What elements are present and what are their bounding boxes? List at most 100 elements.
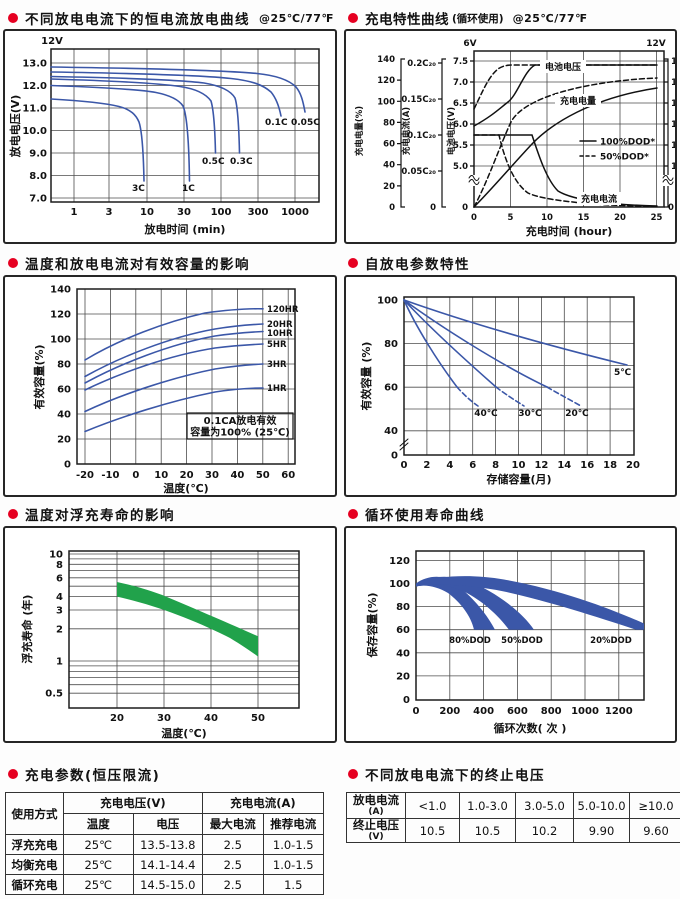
tick-label: 18 — [603, 460, 617, 471]
curve-charged-capacity-50dod — [473, 77, 658, 208]
legend: 100%DOD* 50%DOD* — [579, 138, 655, 163]
curve-5C — [403, 299, 628, 366]
axis-battery-voltage — [470, 60, 474, 167]
voltage-cell: 13.5-13.8 — [132, 834, 203, 855]
tick-label: 0.05C₂₀ — [401, 167, 436, 177]
tick-label: 200 — [439, 706, 460, 717]
annotation-box: 0.1CA放电有效 容量为100% (25℃) — [186, 412, 294, 440]
table-header-voltage-group: 充电电压(V) — [63, 792, 203, 814]
tick-label: 4 — [56, 592, 63, 603]
red-bullet-icon — [348, 509, 358, 519]
float-life-chart: 10 8 6 4 3 2 1 0.5 20 30 40 50 温度(℃) 浮充寿… — [20, 550, 300, 740]
current-range-cell: 1.0-3.0 — [459, 792, 516, 819]
tick-label: 60 — [396, 625, 410, 636]
tick-label: 10.0 — [22, 126, 47, 137]
current-range-cell: 3.0-5.0 — [515, 792, 574, 819]
tick-label: 40 — [230, 470, 244, 481]
curve-5HR — [84, 343, 264, 391]
curve-1C — [50, 84, 191, 182]
capacity-vs-temperature-chart: 140 120 100 80 60 40 20 0 -20 -10 0 10 2… — [32, 285, 299, 496]
gridlines — [69, 551, 299, 708]
tick-label: 7.5 — [453, 57, 468, 67]
usage-cell: 循环充电 — [5, 874, 64, 895]
table-row: 均衡充电 25℃ 14.1-14.4 2.5 1.0-1.5 — [5, 854, 324, 875]
band-20dod — [416, 576, 644, 630]
float-life-band — [117, 582, 258, 657]
series-label: 5HR — [267, 340, 287, 350]
series-label: 30℃ — [518, 409, 542, 419]
x-axis-title: 存储容量(月) — [486, 472, 551, 486]
red-bullet-icon — [348, 13, 358, 23]
tick-label: 140 — [50, 285, 71, 296]
usage-cell: 浮充充电 — [5, 834, 64, 855]
x-axis-title: 放电时间 (min) — [144, 222, 226, 236]
heading-condition: @25℃/77℉ — [512, 11, 588, 25]
header-unit: (A) — [368, 806, 384, 817]
axis-12v — [664, 58, 669, 208]
tick-label: 0 — [471, 213, 477, 223]
chart-panel-capacity-vs-temperature: 140 120 100 80 60 40 20 0 -20 -10 0 10 2… — [3, 275, 337, 497]
tick-label: 6.5 — [453, 99, 468, 109]
curve-20C-dashed — [546, 386, 582, 407]
tick-label: 20 — [57, 435, 71, 446]
tick-label: 40 — [384, 426, 398, 437]
legend-label: 50%DOD* — [600, 153, 649, 163]
plot-border — [403, 296, 635, 456]
tick-label: 50 — [256, 470, 270, 481]
curve-battery-voltage-50dod — [473, 64, 658, 110]
tick-label: 100 — [389, 579, 410, 590]
current-range-cell: 5.0-10.0 — [573, 792, 630, 819]
temp-cell: 25℃ — [63, 854, 134, 875]
tick-label: 100 — [50, 335, 71, 346]
tick-label: 50 — [251, 713, 265, 724]
tick-label: 100 — [377, 97, 395, 107]
tick-label: 25 — [651, 213, 663, 223]
y-axis-title: 放电电压(V) — [8, 95, 22, 159]
tick-label: -10 — [101, 470, 119, 481]
tick-label: 0 — [413, 706, 420, 717]
y-axis-title: 有效容量(%) — [32, 344, 46, 409]
tick-label: 13 — [671, 99, 675, 109]
band-label: 80%DOD — [449, 636, 491, 646]
tick-label: 20 — [396, 671, 410, 682]
temp-cell: 25℃ — [63, 874, 134, 895]
tick-label: 5.0 — [453, 162, 468, 172]
heading-condition: @25℃/77℉ — [259, 11, 334, 25]
tick-label: 0.5 — [45, 689, 63, 700]
tick-label: 60 — [281, 470, 295, 481]
max-current-cell: 2.5 — [202, 834, 264, 855]
tick-label: 20 — [383, 182, 395, 192]
tick-label: 0.15C₂₀ — [401, 95, 436, 105]
annotation-line: 容量为100% (25℃) — [189, 426, 290, 439]
tick-label: 6.0 — [453, 120, 468, 130]
x-axis-title: 温度(℃) — [161, 726, 206, 740]
axis-break-icon — [468, 175, 674, 186]
curve-20HR — [84, 323, 264, 378]
y-axis-title: 保存容量(%) — [365, 592, 379, 658]
band-80dod — [416, 576, 495, 630]
tick-label: -20 — [76, 470, 94, 481]
label-bg — [540, 60, 586, 73]
tick-label: 40 — [57, 410, 71, 421]
tick-label: 5.5 — [453, 141, 468, 151]
heading-cutoff-voltage: 不同放电电流下的终止电压 — [348, 764, 545, 784]
heading-text: 充电特性曲线 — [365, 12, 449, 28]
tick-label: 1000 — [281, 207, 309, 218]
tick-label: 120 — [50, 310, 71, 321]
gridlines — [474, 51, 664, 207]
voltage-cell: 10.5 — [405, 818, 460, 843]
tick-label: 0.2C₂₀ — [407, 59, 436, 69]
chart-panel-charge-characteristics: 140 120 100 80 60 40 20 0 充电电量(%) 0.2C₂₀… — [344, 29, 677, 244]
curve-40C-solid — [403, 299, 458, 388]
red-bullet-icon — [8, 509, 18, 519]
label-bg — [577, 192, 621, 205]
usage-cell: 均衡充电 — [5, 854, 64, 875]
axis-title-battery-voltage: 电池电压(V) — [446, 107, 457, 155]
charge-parameters-table: 使用方式 充电电压(V) 充电电流(A) 温度 电压 最大电流 推荐电流 浮充充… — [5, 792, 324, 895]
axis-charge-current — [438, 58, 446, 208]
x-axis-title: 循环次数( 次 ) — [494, 721, 567, 735]
series-label: 3HR — [267, 360, 287, 370]
table-header-usage: 使用方式 — [5, 792, 64, 835]
gridlines — [51, 49, 319, 202]
discharge-curves-chart: 12V 13.0 12.0 11.0 10.0 9.0 8.0 7.0 1 3 … — [8, 36, 320, 236]
